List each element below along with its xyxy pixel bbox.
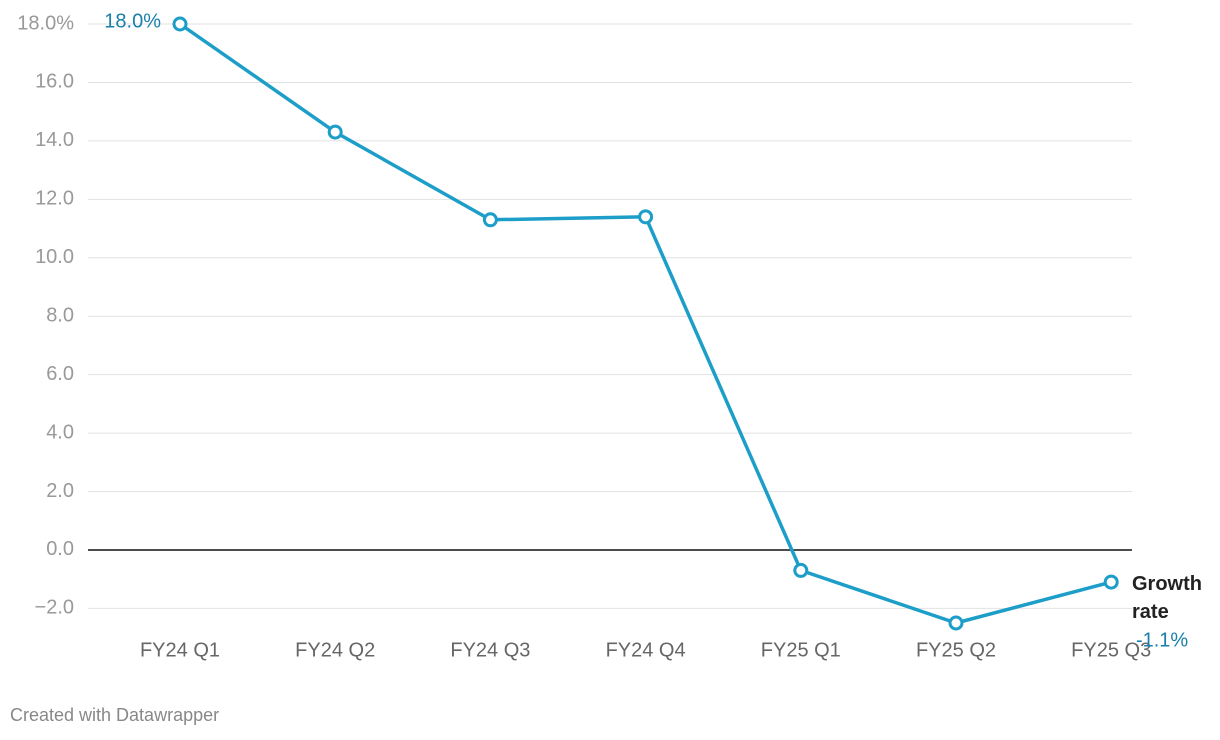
- value-label: 18.0%: [104, 10, 161, 32]
- y-tick-label: 2.0: [46, 480, 74, 502]
- value-label: -1.1%: [1136, 629, 1188, 651]
- point: [482, 212, 498, 228]
- y-tick-label: 18.0%: [17, 12, 74, 34]
- x-tick-label: FY24 Q4: [606, 639, 686, 661]
- y-tick-label: 4.0: [46, 421, 74, 443]
- point: [793, 562, 809, 578]
- y-tick-label: 14.0: [35, 129, 74, 151]
- y-tick-label: −2.0: [35, 597, 74, 619]
- x-tick-label: FY24 Q1: [140, 639, 220, 661]
- y-tick-label: 12.0: [35, 188, 74, 210]
- point: [327, 124, 343, 140]
- line: [178, 22, 1112, 625]
- y-tick-label: 8.0: [46, 304, 74, 326]
- y-tick-label: 16.0: [35, 71, 74, 93]
- x-tick-label: FY24 Q2: [295, 639, 375, 661]
- footer: Created with Datawrapper: [10, 705, 220, 725]
- chart: 18.0% 16.0 14.0 12.0 10.0 8.0 6.0 4.0 2.0 0.0 −2.0…: [17, 10, 1188, 661]
- x-tick-label: FY25 Q3: [1071, 639, 1151, 661]
- series-label: Growth rate: [1132, 573, 1202, 623]
- x-tick-label: FY24 Q3: [450, 639, 530, 661]
- x-tick-label: FY25 Q1: [761, 639, 841, 661]
- y-tick-label: 10.0: [35, 246, 74, 268]
- y-tick-label: 6.0: [46, 363, 74, 385]
- point: [172, 16, 188, 32]
- x-tick-label: FY25 Q2: [916, 639, 996, 661]
- point: [1103, 574, 1119, 590]
- point: [638, 209, 654, 225]
- point: [948, 615, 964, 631]
- y-tick-label: 0.0: [46, 538, 74, 560]
